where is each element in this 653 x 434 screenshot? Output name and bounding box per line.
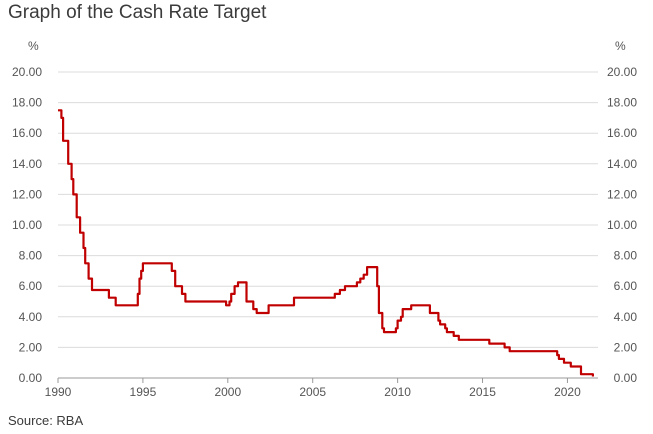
y-tick-label-right: 12.00	[607, 187, 637, 201]
grid-lines	[58, 71, 598, 348]
y-axis-right-unit: %	[615, 39, 626, 53]
chart-title: Graph of the Cash Rate Target	[8, 2, 267, 23]
y-tick-label-left: 8.00	[19, 249, 43, 263]
y-tick-label-left: 6.00	[19, 279, 43, 293]
y-tick-label-right: 10.00	[607, 218, 637, 232]
x-tick-label: 2000	[214, 385, 241, 399]
y-tick-label-left: 16.00	[12, 126, 42, 140]
y-tick-label-left: 20.00	[12, 65, 42, 79]
y-tick-label-left: 2.00	[19, 340, 43, 354]
cash-rate-line	[58, 109, 594, 377]
x-tick-label: 2015	[469, 385, 496, 399]
y-tick-label-right: 18.00	[607, 96, 637, 110]
y-tick-label-right: 16.00	[607, 126, 637, 140]
y-tick-label-left: 12.00	[12, 187, 42, 201]
y-tick-label-right: 20.00	[607, 65, 637, 79]
y-tick-label-right: 14.00	[607, 157, 637, 171]
y-tick-label-right: 2.00	[614, 340, 638, 354]
y-axis-left-ticks: 0.00 2.00 4.00 6.00 8.00 10.00 12.00 14.00 16.00…	[12, 65, 42, 385]
y-tick-label-right: 0.00	[614, 371, 638, 385]
y-tick-label-left: 14.00	[12, 157, 42, 171]
y-tick-label-left: 4.00	[19, 310, 43, 324]
y-tick-label-left: 10.00	[12, 218, 42, 232]
y-tick-label-left: 18.00	[12, 96, 42, 110]
y-axis-left-unit: %	[28, 39, 39, 53]
y-tick-label-right: 6.00	[614, 279, 638, 293]
x-tick-label: 2010	[384, 385, 411, 399]
y-tick-label-right: 8.00	[614, 249, 638, 263]
x-tick-label: 1990	[45, 385, 72, 399]
y-tick-label-right: 4.00	[614, 310, 638, 324]
x-tick-label: 2005	[299, 385, 326, 399]
y-tick-label-left: 0.00	[19, 371, 43, 385]
y-axis-right-ticks: 0.00 2.00 4.00 6.00 8.00 10.00 12.00 14.00 16.00…	[607, 65, 637, 385]
x-axis-ticks: 1990 1995 2000 2005 2010 2015 2020	[45, 378, 581, 399]
x-tick-label: 2020	[554, 385, 581, 399]
x-tick-label: 1995	[130, 385, 157, 399]
source-note: Source: RBA	[8, 413, 84, 428]
